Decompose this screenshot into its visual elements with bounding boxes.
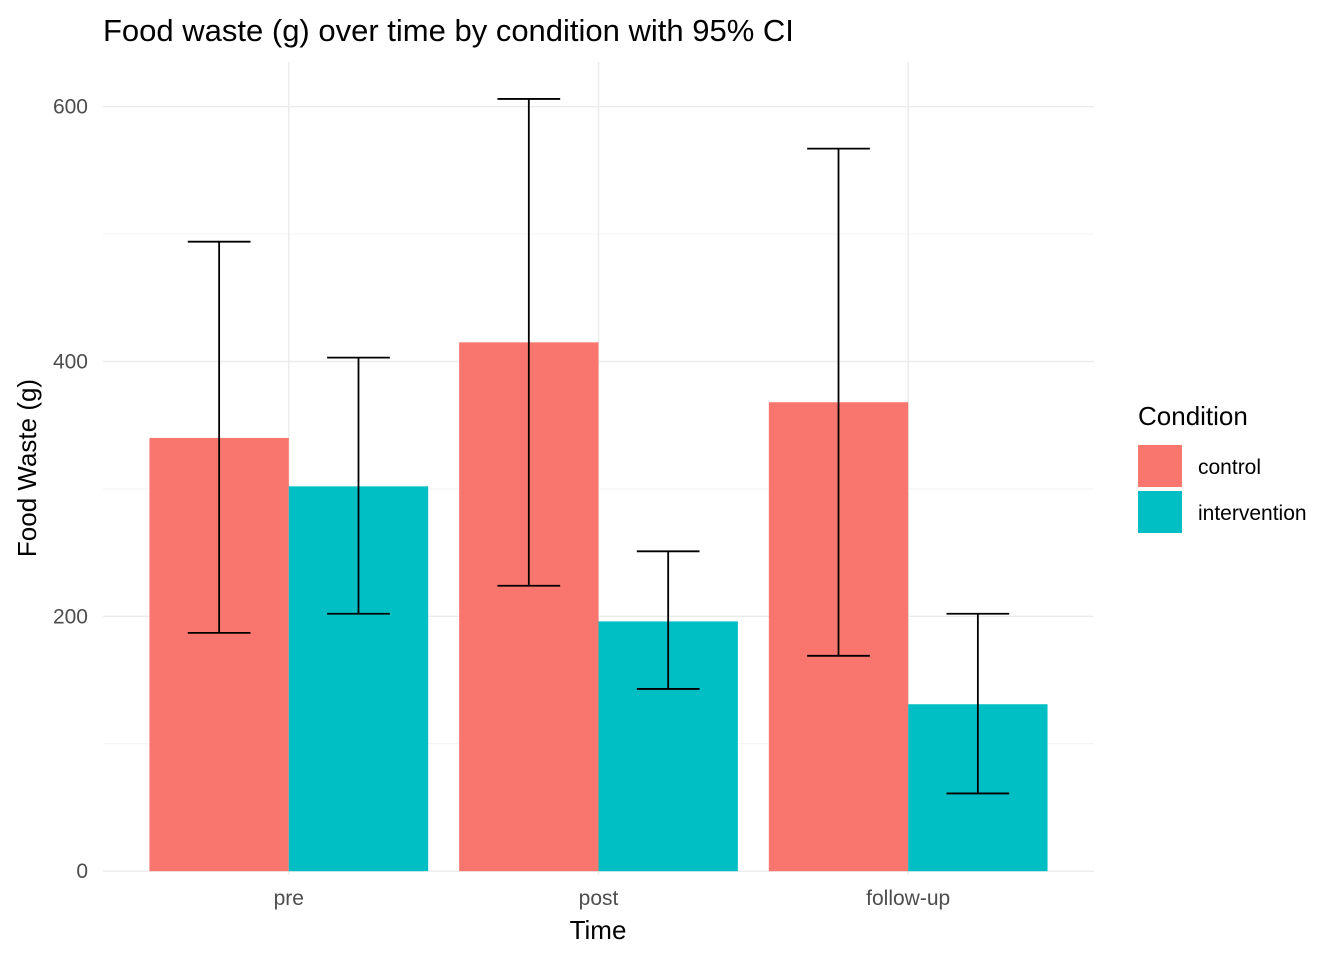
x-axis-ticks: pre post follow-up <box>274 887 951 910</box>
x-axis-title: Time <box>570 915 627 945</box>
legend: Condition control intervention <box>1138 401 1307 533</box>
legend-label-control: control <box>1198 456 1261 479</box>
x-tick-label-follow-up: follow-up <box>866 887 950 910</box>
y-axis-ticks: 0 200 400 600 <box>53 96 88 884</box>
y-tick-label: 0 <box>76 860 88 883</box>
y-tick-label: 400 <box>53 350 88 373</box>
legend-key-control <box>1138 445 1182 487</box>
chart-title: Food waste (g) over time by condition wi… <box>103 13 794 48</box>
y-axis-title: Food Waste (g) <box>12 379 42 557</box>
y-tick-label: 200 <box>53 605 88 628</box>
error-bars <box>187 98 1010 795</box>
legend-key-intervention <box>1138 491 1182 533</box>
legend-label-intervention: intervention <box>1198 502 1307 525</box>
legend-title: Condition <box>1138 401 1248 431</box>
y-tick-label: 600 <box>53 96 88 119</box>
x-tick-label-pre: pre <box>274 887 304 910</box>
x-tick-label-post: post <box>579 887 619 910</box>
bars <box>149 342 1048 872</box>
